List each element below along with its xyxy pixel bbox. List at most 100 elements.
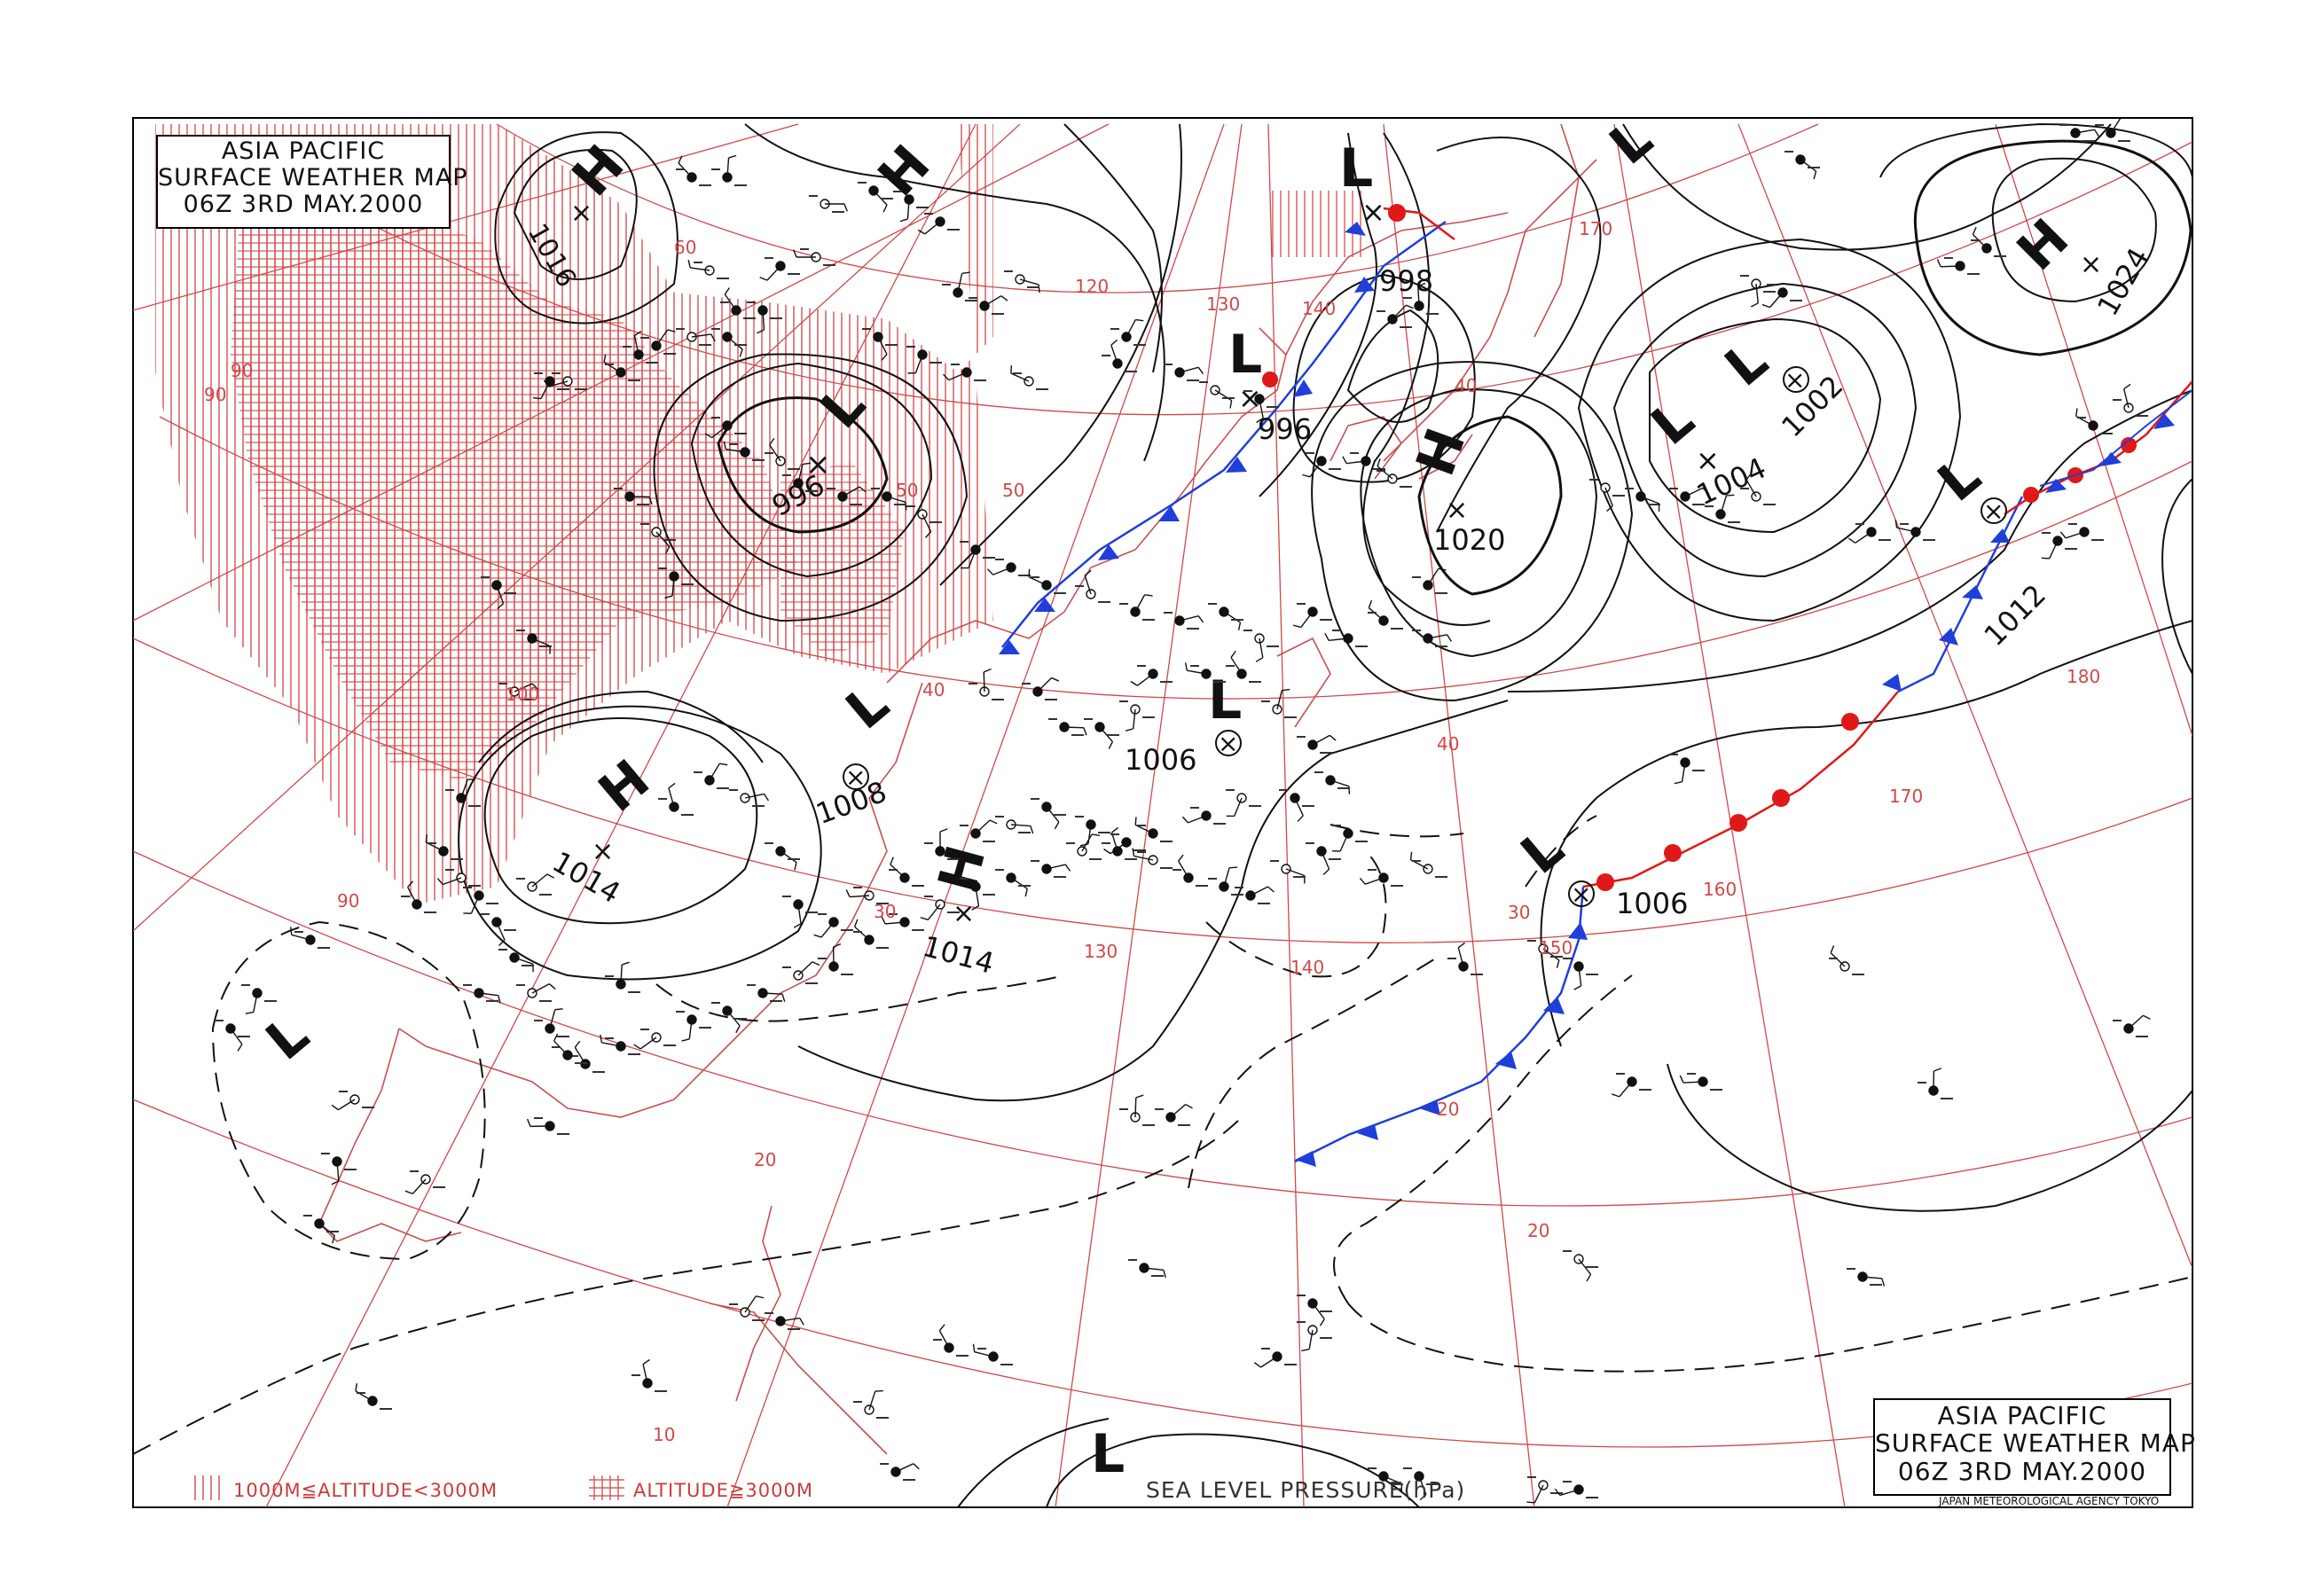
station-marker: [1164, 612, 1204, 630]
svg-text:40: 40: [922, 679, 945, 700]
station-marker: [995, 816, 1034, 834]
station-marker: [215, 1020, 250, 1052]
station-marker: [917, 213, 960, 235]
svg-text:30: 30: [874, 901, 896, 922]
fronts: [999, 204, 2192, 1167]
station-marker: [1554, 1481, 1598, 1498]
station-marker: [893, 191, 929, 223]
pressure-center-l1006a: L × 1006: [1125, 669, 1242, 777]
station-marker: [871, 488, 907, 511]
station-marker: [694, 763, 729, 789]
station-marker: [425, 833, 463, 860]
station-marker: [765, 437, 800, 470]
station-plots: [215, 118, 2151, 1504]
station-marker: [729, 1295, 765, 1321]
svg-text:20: 20: [1437, 1099, 1459, 1120]
station-marker: [889, 857, 924, 887]
station-marker: [1226, 789, 1261, 818]
station-marker: [1297, 1295, 1332, 1326]
station-marker: [1110, 318, 1146, 346]
station-marker: [1199, 381, 1235, 409]
station-marker: [534, 1008, 569, 1037]
station-marker: [793, 248, 835, 266]
station-marker: [1368, 1467, 1403, 1492]
station-marker: [1409, 851, 1447, 878]
svg-text:×: ×: [1983, 497, 2004, 526]
svg-text:×: ×: [1784, 365, 1805, 395]
map-title-top-left: ASIA PACIFIC SURFACE WEATHER MAP 06Z 3RD…: [156, 135, 468, 229]
svg-text:1006: 1006: [1616, 887, 1688, 920]
svg-text:160: 160: [1703, 879, 1737, 900]
station-marker: [1377, 304, 1414, 328]
station-marker: [920, 896, 960, 921]
station-marker: [1119, 700, 1155, 732]
station-marker: [782, 961, 820, 984]
station-marker: [729, 789, 770, 807]
station-marker: [1412, 630, 1452, 647]
station-marker: [290, 927, 330, 949]
station-marker: [2095, 118, 2130, 142]
svg-text:100: 100: [506, 684, 539, 705]
station-marker: [1847, 1268, 1886, 1287]
station-marker: [2059, 523, 2104, 541]
station-marker: [862, 328, 898, 361]
station-marker: [1181, 807, 1226, 825]
station-marker: [906, 505, 942, 538]
station-marker: [2075, 408, 2113, 434]
station-marker: [782, 896, 818, 928]
station-marker: [445, 778, 481, 807]
svg-text:L: L: [1228, 324, 1262, 386]
station-marker: [1103, 833, 1146, 855]
station-marker: [1243, 630, 1279, 662]
station-marker: [1784, 151, 1820, 180]
station-marker: [543, 372, 587, 390]
station-marker: [2041, 532, 2077, 559]
station-marker: [2113, 383, 2148, 417]
station-marker: [436, 869, 481, 887]
station-marker: [711, 1002, 747, 1034]
station-marker: [2113, 1014, 2151, 1037]
svg-text:×: ×: [953, 898, 975, 929]
station-marker: [658, 782, 694, 816]
svg-text:×: ×: [1218, 729, 1238, 758]
station-marker: [640, 329, 676, 355]
station-marker: [1705, 494, 1740, 523]
station-marker: [676, 1011, 711, 1042]
svg-text:40: 40: [1437, 733, 1459, 755]
map-title-bottom-right: ASIA PACIFIC SURFACE WEATHER MAP 06Z 3RD…: [1873, 1398, 2195, 1496]
station-marker: [676, 328, 716, 346]
station-marker: [1119, 594, 1155, 621]
station-marker: [1332, 825, 1368, 852]
station-marker: [747, 984, 786, 1002]
pressure-center-l998: L × 998: [1339, 137, 1433, 298]
station-marker: [498, 683, 538, 700]
station-marker: [1261, 688, 1297, 718]
station-marker: [1302, 452, 1341, 478]
station-marker: [640, 523, 676, 554]
station-marker: [1403, 282, 1439, 315]
title-line-2: SURFACE WEATHER MAP: [158, 164, 468, 192]
station-marker: [1306, 842, 1341, 876]
station-marker: [463, 984, 501, 1004]
station-marker: [603, 354, 640, 381]
station-marker: [1563, 958, 1598, 990]
svg-text:×: ×: [1571, 880, 1591, 909]
svg-text:1020: 1020: [1433, 523, 1505, 557]
station-marker: [818, 943, 853, 975]
station-marker: [1102, 339, 1137, 372]
cold-front-pacific-teeth: [1295, 922, 1588, 1167]
station-marker: [845, 887, 889, 904]
station-marker: [1740, 275, 1776, 308]
pressure-center-l-south: L: [1091, 1423, 1125, 1485]
station-marker: [711, 328, 747, 357]
svg-text:20: 20: [754, 1149, 776, 1170]
station-marker: [355, 1382, 392, 1410]
station-marker: [1130, 665, 1173, 686]
svg-text:×: ×: [1446, 495, 1468, 526]
svg-text:170: 170: [1579, 218, 1612, 239]
station-marker: [401, 880, 436, 913]
station-marker: [1447, 942, 1483, 975]
station-marker: [463, 887, 498, 914]
station-marker: [1253, 1348, 1297, 1368]
station-marker: [1377, 458, 1412, 488]
